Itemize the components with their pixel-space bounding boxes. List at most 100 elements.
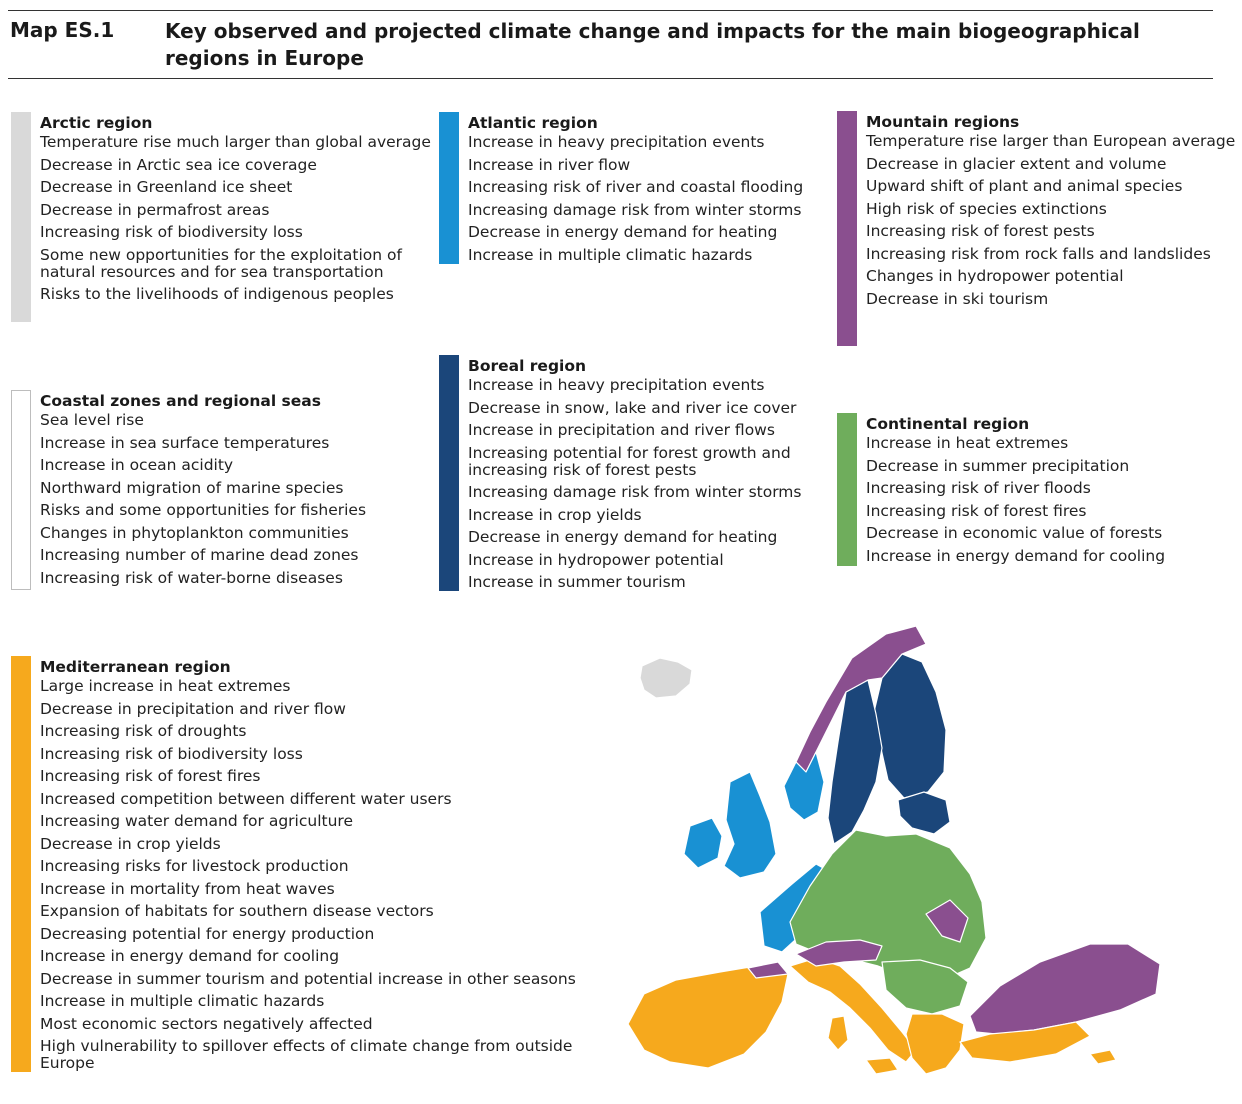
region-item: Increase in energy demand for cooling (866, 546, 1166, 565)
region-item: Increase in ocean acidity (40, 456, 234, 474)
map-boreal-baltics (897, 791, 951, 835)
map-atlantic-norway (783, 751, 825, 821)
region-item: High vulnerability to spillover effects … (40, 1037, 573, 1072)
region-items-mountain: Temperature rise larger than European av… (866, 133, 1237, 308)
region-item: Decrease in snow, lake and river ice cov… (468, 398, 797, 417)
map-mountain-alps (795, 939, 883, 967)
region-item: Decrease in energy demand for heating (468, 223, 778, 241)
map-mountain-scandes (795, 625, 927, 773)
region-item: Most economic sectors negatively affecte… (40, 1014, 373, 1033)
region-item: Increase in summer tourism (468, 573, 686, 591)
region-items-coastal: Sea level rise Increase in sea surface te… (40, 412, 451, 587)
map-mountain-pyrenees (747, 961, 789, 979)
region-item: Increase in multiple climatic hazards (40, 992, 325, 1010)
panel-mediterranean: Mediterranean region Large increase in h… (11, 656, 581, 1072)
region-title-mountain: Mountain regions (866, 113, 1020, 131)
panel-arctic: Arctic region Temperature rise much larg… (11, 112, 431, 322)
region-item: Large increase in heat extremes (40, 677, 291, 695)
region-item: Increase in heat extremes (866, 434, 1069, 452)
region-item: Increase in precipitation and river flow… (468, 421, 775, 439)
region-item: Increased competition between different … (40, 789, 452, 808)
region-item: Decrease in ski tourism (866, 289, 1049, 308)
region-item: Increasing risk of river and coastal flo… (468, 178, 804, 196)
region-item: Temperature rise much larger than global… (40, 133, 431, 151)
region-title-mediterranean: Mediterranean region (40, 658, 231, 676)
region-item: Increase in hydropower potential (468, 550, 724, 569)
region-item: Increase in heavy precipitation events (468, 133, 765, 151)
panel-coastal: Coastal zones and regional seas Sea leve… (11, 390, 411, 590)
region-item: Decrease in Greenland ice sheet (40, 178, 293, 196)
boreal-color-bar (439, 355, 459, 591)
region-item: Upward shift of plant and animal species (866, 177, 1183, 195)
region-item: Increasing potential for forest growth a… (468, 443, 791, 479)
europe-biogeographical-map (627, 625, 1161, 1075)
region-item: Risks to the livelihoods of indigenous p… (40, 285, 394, 303)
region-item: Increasing risk of biodiversity loss (40, 223, 303, 241)
map-label: Map ES.1 (10, 18, 115, 42)
region-item: Decrease in glacier extent and volume (866, 154, 1167, 173)
region-item: Decrease in precipitation and river flow (40, 699, 346, 718)
map-atlantic-ireland (683, 817, 723, 869)
region-item: Increase in mortality from heat waves (40, 879, 335, 898)
region-item: Increase in river flow (468, 155, 631, 174)
map-mediterranean-sardinia (827, 1015, 849, 1051)
region-item: Decrease in energy demand for heating (468, 528, 778, 546)
mountain-color-bar (837, 111, 857, 346)
region-item: Increasing risk of forest pests (866, 222, 1095, 240)
panel-atlantic: Atlantic region Increase in heavy precip… (439, 112, 809, 264)
map-mediterranean-greece (905, 1013, 965, 1075)
region-item: Increasing risk of river floods (866, 479, 1091, 497)
region-item: Increase in multiple climatic hazards (468, 245, 753, 264)
panel-continental: Continental region Increase in heat extr… (837, 413, 1197, 566)
region-item: Sea level rise (40, 411, 144, 429)
atlantic-color-bar (439, 112, 459, 264)
region-item: Increasing risks for livestock productio… (40, 857, 349, 875)
region-item: Increase in crop yields (468, 505, 642, 524)
region-item: Increase in energy demand for cooling (40, 947, 340, 965)
region-item: Increase in sea surface temperatures (40, 433, 330, 452)
region-item: Decrease in economic value of forests (866, 524, 1163, 542)
region-items-arctic: Temperature rise much larger than global… (40, 134, 451, 303)
mediterranean-color-bar (11, 656, 31, 1072)
region-items-atlantic: Increase in heavy precipitation events In… (468, 134, 849, 264)
region-item: Increasing water demand for agriculture (40, 812, 353, 830)
panel-boreal: Boreal region Increase in heavy precipit… (439, 355, 809, 591)
region-item: Northward migration of marine species (40, 478, 344, 497)
region-item: Temperature rise larger than European av… (866, 132, 1236, 150)
region-item: Decrease in Arctic sea ice coverage (40, 155, 317, 174)
region-item: Increasing damage risk from winter storm… (468, 200, 802, 219)
region-item: Increase in heavy precipitation events (468, 376, 765, 394)
panel-mountain: Mountain regions Temperature rise larger… (837, 111, 1235, 346)
region-item: Risks and some opportunities for fisheri… (40, 501, 367, 519)
region-item: Increasing number of marine dead zones (40, 546, 359, 564)
region-title-atlantic: Atlantic region (468, 114, 598, 132)
region-items-continental: Increase in heat extremes Decrease in sum… (866, 435, 1237, 565)
region-item: Decrease in summer precipitation (866, 456, 1130, 475)
region-title-boreal: Boreal region (468, 357, 587, 375)
coastal-color-bar (11, 390, 31, 590)
map-mediterranean-sicily (865, 1057, 899, 1075)
region-item: High risk of species extinctions (866, 199, 1107, 218)
continental-color-bar (837, 413, 857, 566)
region-item: Increasing risk of forest fires (40, 767, 261, 785)
arctic-color-bar (11, 112, 31, 322)
region-item: Increasing risk of water-borne diseases (40, 568, 343, 587)
region-item: Decrease in summer tourism and potential… (40, 969, 576, 988)
region-item: Decrease in crop yields (40, 834, 221, 853)
region-items-boreal: Increase in heavy precipitation events De… (468, 377, 849, 591)
map-continental-balkans (881, 959, 969, 1015)
map-atlantic-britain (723, 771, 777, 879)
region-item: Decrease in permafrost areas (40, 200, 270, 219)
region-item: Increasing damage risk from winter storm… (468, 483, 802, 501)
region-item: Changes in hydropower potential (866, 267, 1124, 285)
region-item: Changes in phytoplankton communities (40, 523, 349, 542)
title-rule (8, 78, 1213, 79)
map-mediterranean-turkey-coast (959, 1021, 1091, 1063)
map-title: Key observed and projected climate chang… (165, 19, 1140, 70)
map-mediterranean-cyprus (1089, 1049, 1117, 1065)
region-item: Increasing risk of biodiversity loss (40, 744, 303, 763)
map-mountain-carpathians (925, 899, 969, 943)
region-item: Increasing risk from rock falls and land… (866, 244, 1211, 263)
map-boreal-finland (873, 653, 947, 799)
map-mediterranean-iberia (627, 965, 789, 1069)
